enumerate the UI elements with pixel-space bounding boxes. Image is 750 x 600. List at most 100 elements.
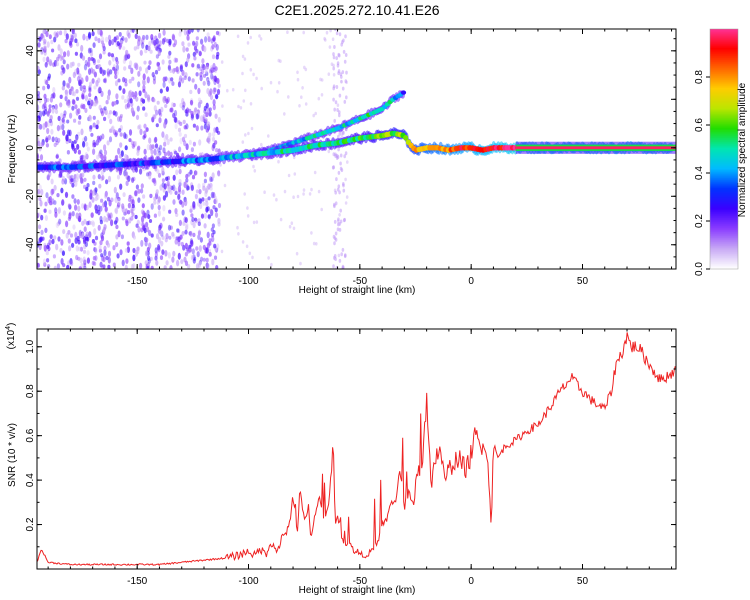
noise-point: [302, 192, 305, 196]
noise-point: [62, 59, 66, 65]
noise-point: [127, 175, 131, 182]
noise-point: [327, 149, 331, 154]
noise-point: [203, 45, 207, 53]
noise-point: [212, 205, 216, 210]
noise-point: [39, 236, 43, 243]
noise-point: [182, 244, 186, 251]
noise-point: [287, 173, 291, 178]
noise-point: [98, 244, 102, 251]
noise-point: [99, 261, 103, 268]
noise-point: [344, 201, 348, 205]
noise-point: [97, 224, 101, 231]
noise-point: [181, 69, 185, 76]
noise-point: [62, 113, 66, 119]
noise-point: [207, 121, 211, 128]
noise-point: [197, 183, 201, 190]
noise-point: [115, 93, 119, 100]
noise-point: [37, 42, 41, 48]
noise-point: [277, 81, 281, 85]
noise-point: [286, 30, 289, 34]
snr-y-axis-label: SNR (10 * v/v): [7, 423, 18, 487]
noise-point: [161, 182, 165, 188]
noise-point: [106, 94, 111, 101]
noise-point: [205, 200, 209, 207]
colorbar-step: [710, 43, 738, 46]
noise-point: [108, 60, 112, 66]
noise-point: [337, 222, 340, 227]
noise-point: [127, 210, 131, 215]
colorbar-step: [710, 127, 738, 130]
colorbar-step: [710, 219, 738, 222]
noise-point: [178, 132, 182, 137]
noise-point: [338, 258, 342, 263]
noise-point: [68, 212, 72, 220]
colorbar-gradient: [710, 29, 738, 270]
noise-point: [127, 32, 131, 39]
noise-point: [180, 241, 184, 247]
noise-point: [124, 208, 128, 215]
colorbar-step: [710, 109, 738, 112]
colorbar-step: [710, 97, 738, 100]
noise-point: [46, 127, 50, 135]
noise-point: [58, 173, 62, 179]
noise-point: [154, 69, 159, 75]
noise-point: [145, 221, 149, 228]
colorbar-step: [710, 133, 738, 136]
noise-point: [127, 202, 131, 209]
noise-point: [296, 194, 300, 199]
noise-point: [174, 208, 178, 214]
noise-point: [37, 263, 40, 268]
noise-point: [65, 134, 69, 142]
colorbar-step: [710, 115, 738, 118]
spectrogram-frame: [36, 28, 677, 270]
colorbar-step: [710, 169, 738, 172]
noise-point: [115, 241, 119, 248]
noise-point: [38, 36, 42, 42]
noise-point: [85, 75, 89, 82]
noise-point: [183, 181, 187, 189]
colorbar-step: [710, 77, 738, 80]
noise-point: [71, 242, 75, 248]
noise-point: [142, 225, 146, 231]
noise-point: [48, 34, 52, 40]
noise-point: [342, 183, 345, 188]
noise-point: [106, 212, 110, 217]
noise-point: [68, 40, 72, 46]
noise-point: [343, 59, 347, 64]
noise-point: [168, 235, 172, 240]
noise-point: [147, 65, 151, 71]
noise-point: [77, 131, 81, 137]
noise-point: [181, 231, 185, 236]
noise-point: [83, 184, 87, 189]
noise-point: [200, 68, 205, 75]
noise-point: [333, 118, 337, 123]
noise-point: [190, 114, 194, 121]
noise-point: [78, 266, 82, 269]
noise-point: [212, 131, 216, 138]
noise-point: [344, 53, 348, 57]
noise-point: [115, 56, 119, 62]
noise-point: [92, 256, 96, 261]
noise-point: [182, 45, 186, 53]
noise-point: [131, 143, 135, 149]
noise-point: [163, 135, 167, 143]
noise-point: [117, 230, 121, 238]
noise-point: [83, 226, 87, 232]
colorbar-step: [710, 57, 738, 60]
noise-point: [108, 110, 113, 115]
noise-point: [190, 213, 194, 218]
noise-point: [92, 174, 96, 180]
colorbar-step: [710, 159, 738, 162]
noise-point: [188, 139, 192, 145]
noise-point: [214, 198, 218, 205]
colorbar-step: [710, 201, 738, 204]
noise-point: [124, 37, 128, 43]
noise-point: [179, 199, 183, 205]
noise-point: [44, 201, 48, 207]
noise-point: [199, 99, 203, 105]
noise-point: [198, 189, 202, 195]
noise-point: [99, 30, 104, 38]
noise-point: [142, 106, 146, 111]
noise-point: [46, 120, 51, 128]
noise-point: [314, 111, 318, 116]
